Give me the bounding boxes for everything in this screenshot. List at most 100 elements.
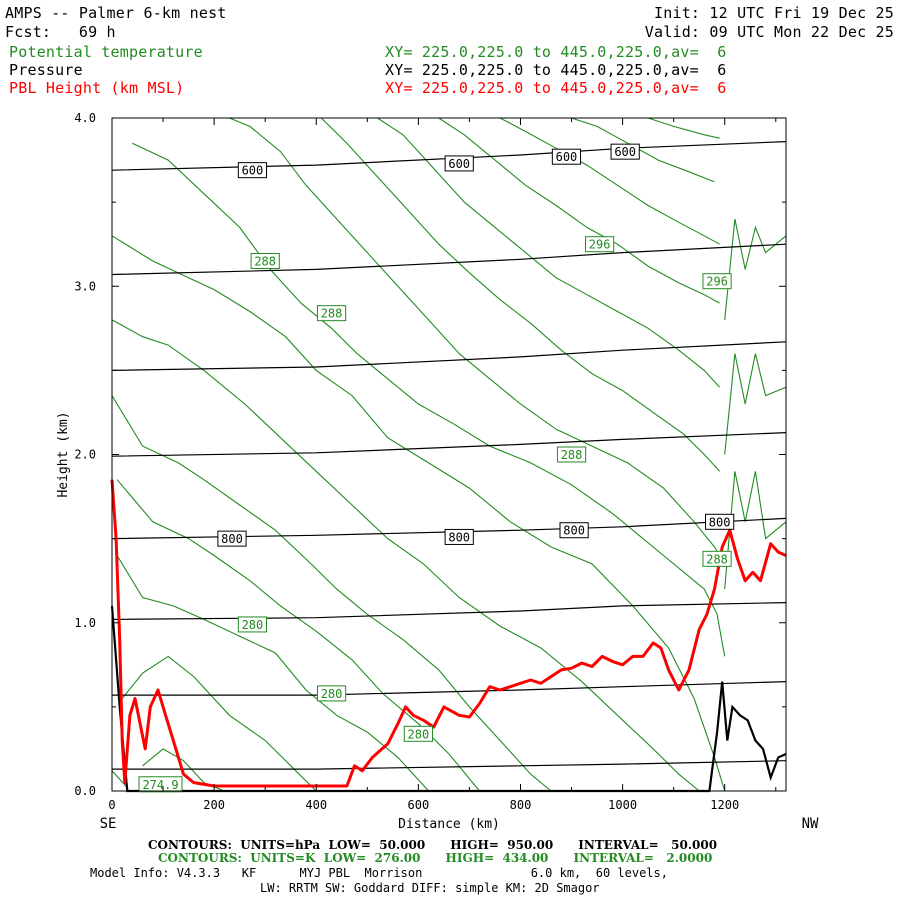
theta-contour — [724, 471, 787, 590]
theta-contour-label-box — [702, 550, 732, 567]
physics-info: LW: RRTM SW: Goddard DIFF: simple KM: 2D… — [260, 881, 600, 895]
nw-label: NW — [802, 816, 819, 832]
theta-contour-label: 280 — [408, 727, 430, 741]
theta-contour-label: 296 — [589, 238, 611, 252]
x-tick-label: 600 — [408, 798, 430, 812]
pressure-contour-label-box — [551, 148, 582, 165]
theta-contour — [111, 770, 128, 788]
theta-contour-label-box — [556, 446, 587, 463]
theta-contour — [377, 117, 721, 388]
theta-contour-label: 280 — [242, 618, 264, 632]
theta-contour-label: 288 — [706, 552, 728, 566]
theta-contour — [132, 142, 726, 657]
theta-contour — [499, 117, 720, 245]
x-tick-label: 200 — [203, 798, 225, 812]
theta-contour-label-box — [316, 305, 347, 322]
pc-label: CONTOURS: — [148, 838, 232, 852]
valid-time: Valid: 09 UTC Mon 22 Dec 25 — [644, 23, 894, 41]
pc-interval: INTERVAL= 50.000 — [578, 838, 718, 852]
theta-contour-label-box — [403, 725, 433, 742]
pressure-contour-label-box — [237, 162, 268, 179]
pressure-contours-info: CONTOURS: UNITS=hPa LOW= 50.000 HIGH= 95… — [148, 838, 717, 852]
legend-pbl-xy: XY= 225.0,225.0 to 445.0,225.0,av= 6 — [385, 79, 727, 97]
tc-interval: INTERVAL= 2.0000 — [573, 851, 713, 865]
pressure-contour-label-box — [610, 143, 640, 160]
pressure-contour-850 — [111, 602, 787, 620]
x-tick-label: 400 — [305, 798, 327, 812]
theta-contour-label: 296 — [706, 275, 728, 289]
y-axis-label: Height (km) — [56, 411, 71, 497]
theta-contour-label-box — [316, 685, 347, 702]
pressure-contour-label: 800 — [221, 532, 243, 546]
pressure-contour-label-box — [559, 522, 589, 539]
pressure-contour-label: 600 — [614, 145, 636, 159]
x-tick-label: 1200 — [710, 798, 739, 812]
theta-contour — [438, 117, 720, 304]
theta-contour — [111, 319, 700, 792]
theta-contour-label: 274.9 — [142, 778, 178, 792]
theta-contour-label: 288 — [561, 448, 583, 462]
x-tick-label: 800 — [510, 798, 532, 812]
legend-theta-label: Potential temperature — [9, 43, 203, 61]
theta-contour — [111, 395, 552, 792]
theta-contour — [116, 479, 481, 792]
theta-contour-label-box — [585, 236, 615, 253]
pressure-contour-800 — [111, 517, 787, 540]
legend-pressure-label: Pressure — [9, 61, 83, 79]
pressure-contour-label: 600 — [242, 164, 264, 178]
tc-high: HIGH= 434.00 — [445, 851, 549, 865]
theta-contour-label-box — [250, 253, 280, 270]
pressure-contour-label: 600 — [556, 150, 578, 164]
tc-low: LOW= 276.00 — [323, 851, 421, 865]
y-tick-label: 1.0 — [74, 616, 96, 630]
pressure-contour-label-box — [444, 528, 474, 545]
theta-contour — [229, 117, 726, 565]
theta-contour-label-box — [702, 273, 732, 290]
y-tick-label: 0.0 — [74, 784, 96, 798]
theta-contours-info: CONTOURS: UNITS=K LOW= 276.00 HIGH= 434.… — [158, 851, 712, 865]
y-tick-label: 2.0 — [74, 448, 96, 462]
theta-contour-label-box — [237, 616, 268, 633]
pc-low: LOW= 50.000 — [328, 838, 426, 852]
theta-contour-label: 280 — [321, 687, 343, 701]
theta-contour-label: 288 — [254, 255, 276, 269]
theta-contour-label: 288 — [321, 307, 343, 321]
pressure-contour-label: 800 — [563, 524, 585, 538]
forecast-hour: Fcst: 69 h — [5, 23, 116, 41]
pressure-contour-label: 800 — [448, 530, 470, 544]
theta-contour — [121, 655, 317, 792]
theta-contour — [647, 117, 720, 139]
x-axis-label: Distance (km) — [398, 817, 500, 832]
pressure-contour-700 — [111, 341, 787, 371]
theta-contour — [571, 117, 715, 183]
pressure-contour-label-box — [705, 513, 735, 530]
x-tick-label: 0 — [108, 798, 115, 812]
init-time: Init: 12 UTC Fri 19 Dec 25 — [654, 4, 894, 22]
theta-contour — [724, 218, 787, 320]
y-tick-label: 4.0 — [74, 111, 96, 125]
legend-pressure-xy: XY= 225.0,225.0 to 445.0,225.0,av= 6 — [385, 61, 727, 79]
legend-pbl-label: PBL Height (km MSL) — [9, 79, 185, 97]
theta-contour — [116, 555, 430, 792]
model-info: Model Info: V4.3.3 KF MYJ PBL Morrison 6… — [90, 866, 668, 880]
pbl-height-line — [110, 479, 787, 788]
tc-units: UNITS=K — [250, 851, 316, 865]
pressure-contour-label: 600 — [448, 157, 470, 171]
theta-contour — [724, 353, 787, 455]
se-label: SE — [100, 816, 117, 832]
pressure-contour-750 — [111, 432, 787, 457]
pc-units: UNITS=hPa — [240, 838, 321, 852]
x-tick-label: 1000 — [608, 798, 637, 812]
pressure-contour-650 — [111, 243, 787, 276]
pressure-contour-label-box — [217, 530, 247, 547]
y-tick-label: 3.0 — [74, 279, 96, 293]
pressure-contour-label-box — [444, 155, 474, 172]
plot-title: AMPS -- Palmer 6-km nest — [5, 4, 227, 22]
theta-contour — [320, 117, 721, 472]
pressure-contour-label: 800 — [709, 515, 731, 529]
theta-contour-label-box — [138, 776, 183, 793]
theta-contour — [111, 235, 726, 792]
legend-theta-xy: XY= 225.0,225.0 to 445.0,225.0,av= 6 — [385, 43, 727, 61]
pressure-contour-900 — [112, 681, 787, 696]
